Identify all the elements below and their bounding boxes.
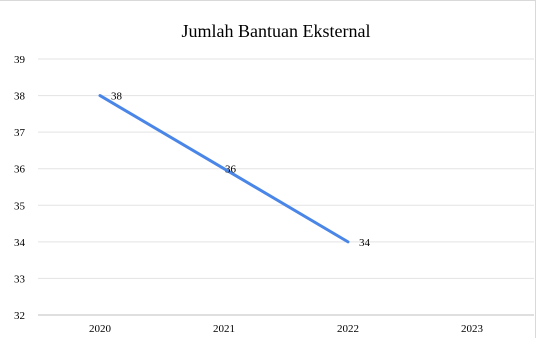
data-label: 34: [359, 237, 371, 249]
y-tick-label: 38: [14, 91, 26, 103]
y-tick-label: 36: [14, 164, 26, 176]
y-tick-label: 33: [14, 273, 26, 285]
series-line: [98, 94, 350, 244]
y-tick-label: 34: [14, 237, 26, 249]
y-tick-label: 35: [14, 200, 26, 212]
y-tick-label: 32: [14, 310, 25, 322]
y-tick-label: 39: [14, 54, 26, 66]
data-label: 36: [225, 164, 237, 176]
chart-title: Jumlah Bantuan Eksternal: [181, 21, 371, 41]
x-tick-label: 2020: [89, 323, 112, 335]
data-label: 38: [111, 91, 123, 103]
x-tick-label: 2021: [213, 323, 235, 335]
x-tick-label: 2023: [461, 323, 484, 335]
y-tick-label: 37: [14, 127, 26, 139]
x-tick-label: 2022: [337, 323, 359, 335]
